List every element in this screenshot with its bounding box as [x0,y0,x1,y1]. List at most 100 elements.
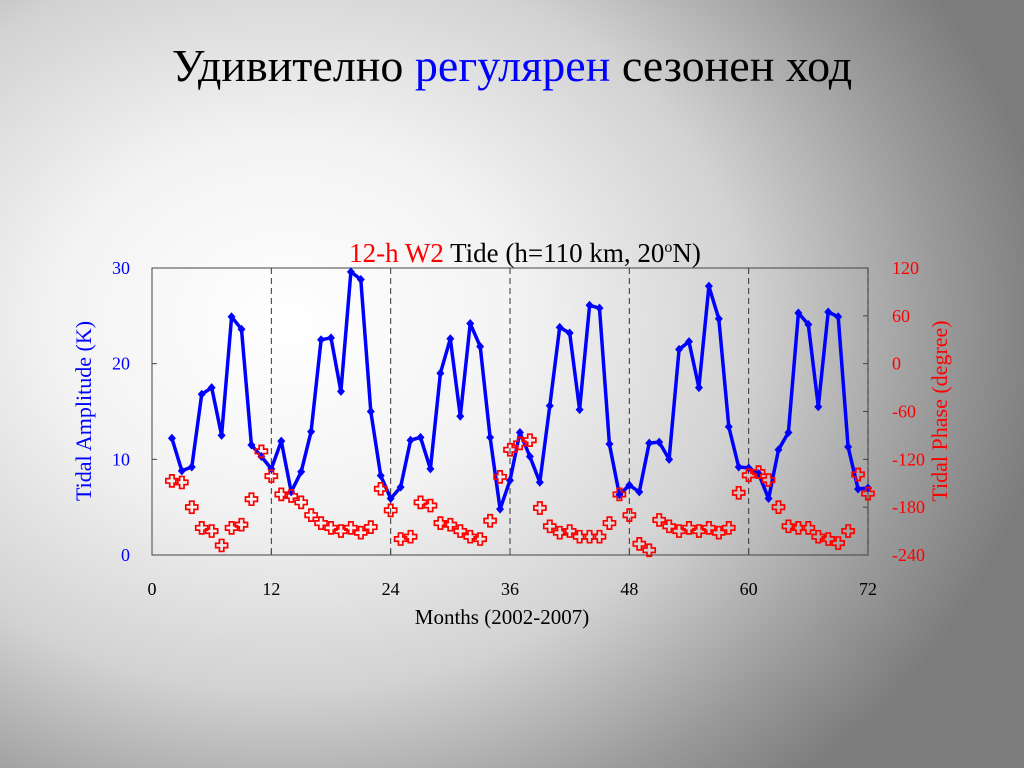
amplitude-point [237,324,246,334]
chart-title-sup: o [664,239,672,256]
amplitude-point [207,383,216,393]
amplitude-point [724,422,733,432]
amplitude-point [585,300,594,310]
phase-point [214,538,229,553]
amplitude-point [545,401,554,411]
phase-point [682,521,696,535]
slide-title-highlight: регулярен [414,40,611,91]
phase-point [453,524,468,538]
x-axis-label: Months (2002-2007) [415,605,589,629]
amplitude-point [655,437,664,447]
amplitude-point [327,333,335,343]
amplitude-point [714,314,723,324]
x-tick-label: 24 [382,579,400,599]
amplitude-point [685,337,693,347]
amplitude-point [804,319,813,329]
x-tick-label: 72 [859,579,877,599]
amplitude-point [187,462,196,472]
phase-point [662,519,676,534]
x-tick-label: 12 [262,579,280,599]
y-left-tick-label: 0 [121,545,130,565]
amplitude-point [466,318,475,328]
phase-point [423,498,438,513]
phase-point [632,536,647,551]
phase-point [602,516,617,530]
y-axis-label-left: Tidal Amplitude (K) [71,321,96,501]
phase-point [443,517,458,532]
phase-point [771,500,786,515]
phase-point [334,524,348,538]
amplitude-point [704,281,713,291]
phase-point [731,485,746,500]
amplitude-point [346,267,355,277]
phase-series [165,433,875,558]
phase-point [692,524,706,538]
amplitude-point [277,436,286,446]
phase-point [861,486,875,501]
phase-point [612,487,627,502]
phase-point [393,532,408,546]
y-right-tick-label: 120 [892,258,919,278]
amplitude-point [555,322,564,332]
phase-point [234,517,249,532]
amplitude-point [844,442,853,452]
amplitude-point [167,433,176,443]
amplitude-point [625,480,634,490]
amplitude-point [356,274,365,284]
y-left-tick-label: 10 [112,449,130,469]
phase-point [642,543,657,558]
amplitude-point [675,344,684,354]
axes-ticks: 0 12 24 36 48 60 72 0 10 20 30 -240 -180 -120 -60 0 60 12… [112,258,925,599]
phase-point [244,492,259,507]
amplitude-point [605,439,614,449]
amplitude-point [645,438,654,448]
amplitude-point [854,484,863,494]
amplitude-point [486,432,495,442]
phase-point [264,469,279,483]
amplitude-point [525,451,534,461]
amplitude-point [824,307,833,317]
phase-point [294,495,309,510]
phase-point [702,521,716,535]
phase-point [831,536,846,550]
amplitude-point [834,312,843,322]
amplitude-point [694,383,703,393]
phase-point [801,521,816,535]
phase-point [523,433,537,448]
amplitude-point [446,334,455,344]
amplitude-point [456,411,465,421]
phase-point [811,529,826,544]
x-tick-label: 48 [620,579,638,599]
amplitude-point [734,462,743,472]
amplitude-point [426,464,435,474]
amplitude-point [227,312,236,322]
amplitude-point [565,328,574,338]
phase-point [652,513,667,527]
phase-point [503,442,517,457]
amplitude-point [376,471,385,481]
amplitude-point [814,402,823,412]
amplitude-point [635,487,644,497]
amplitude-point [496,504,505,514]
phase-point [572,529,587,544]
amplitude-point [774,445,783,455]
amplitude-point [307,427,316,437]
phase-point [363,520,378,534]
amplitude-point [336,386,345,396]
phase-point [274,487,289,502]
amplitude-point [406,435,415,445]
phase-point [194,521,209,535]
chart-title-part2: Tide (h=110 km, 20 [444,238,665,268]
amplitude-point [784,428,793,438]
phase-point [433,516,448,530]
y-right-tick-label: -120 [892,449,925,469]
phase-point [224,521,239,535]
y-right-tick-label: -60 [892,402,916,422]
year-dividers [270,268,869,555]
phase-point [761,473,776,487]
amplitude-point [575,405,584,415]
phase-point [582,529,597,544]
phase-point [254,444,269,459]
slide-title-part3: сезонен ход [621,40,853,91]
